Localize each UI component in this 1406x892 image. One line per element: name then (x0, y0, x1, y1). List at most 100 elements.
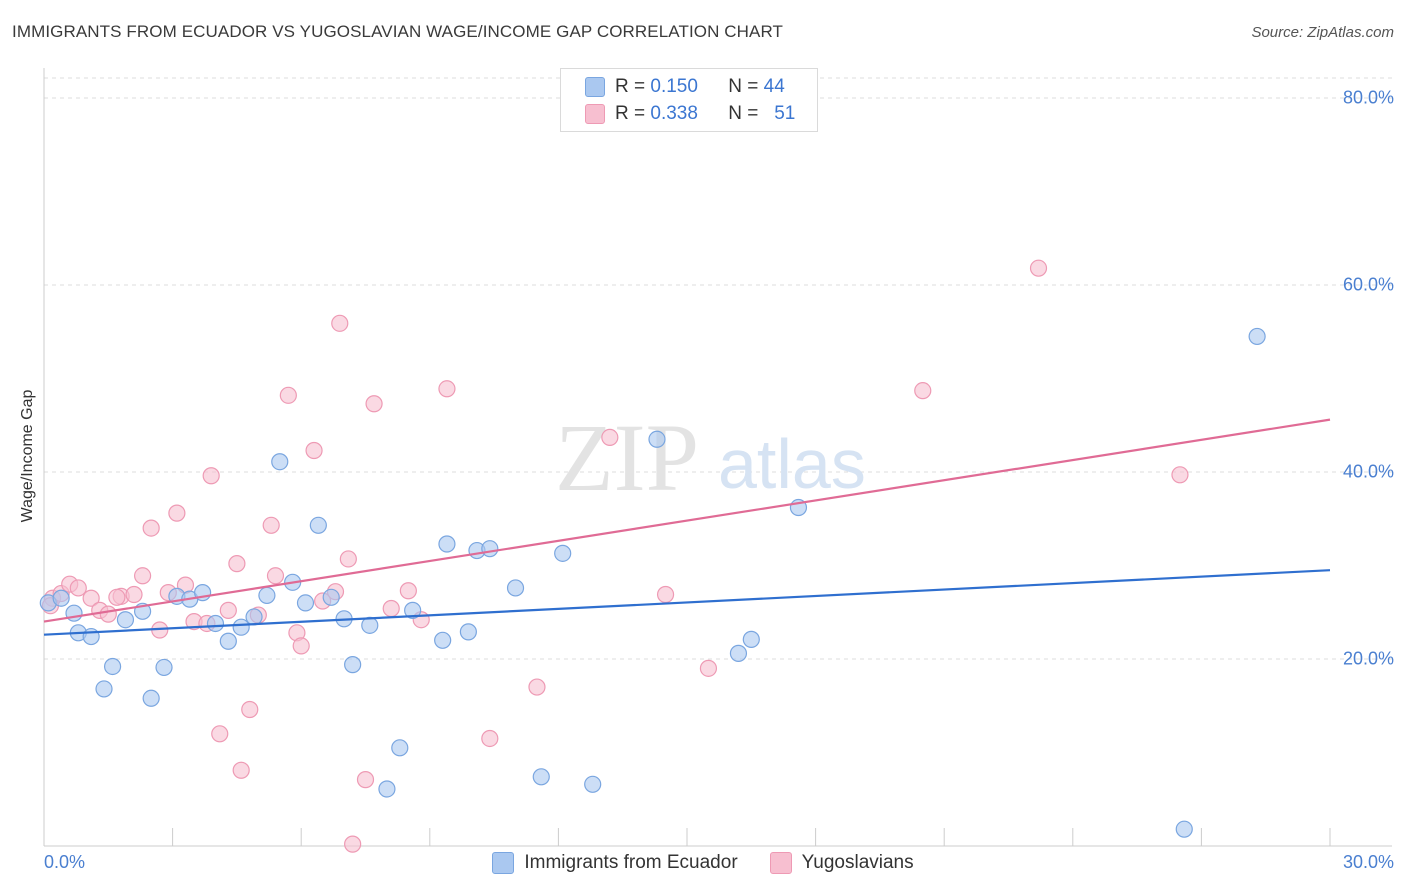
point-yugoslavians (82, 589, 100, 607)
point-ecuador (361, 616, 379, 634)
point-yugoslavians (202, 467, 220, 485)
point-ecuador (52, 589, 70, 607)
watermark-zip: ZIP (555, 404, 699, 511)
legend-n-label: N = (728, 76, 759, 97)
series-label-ecuador: Immigrants from Ecuador (524, 852, 738, 873)
point-yugoslavians (1171, 466, 1189, 484)
point-ecuador (584, 775, 602, 793)
trendline-ecuador (43, 569, 1331, 636)
y-tick-label: 20.0% (1342, 648, 1394, 669)
point-ecuador (742, 630, 760, 648)
point-ecuador (271, 453, 289, 471)
point-ecuador (309, 516, 327, 534)
point-yugoslavians (356, 771, 375, 789)
point-yugoslavians (339, 550, 357, 568)
legend-r-value: 0.150 (650, 76, 698, 97)
point-yugoslavians (266, 567, 285, 585)
legend-n-value: 51 (774, 103, 796, 124)
legend-n-label: N = (728, 103, 759, 124)
x-tick-label-min: 0.0% (44, 852, 86, 872)
point-yugoslavians (241, 700, 259, 719)
point-ecuador (378, 780, 396, 798)
point-ecuador (532, 768, 550, 786)
point-ecuador (344, 656, 362, 674)
point-ecuador (232, 618, 250, 636)
point-yugoslavians (528, 678, 546, 696)
series-swatch-ecuador (492, 852, 515, 874)
point-ecuador (438, 535, 456, 553)
point-yugoslavians (1029, 259, 1048, 277)
point-yugoslavians (228, 555, 246, 573)
correlation-legend: R = 0.150 N = 44 R = 0.338 N = 51 (560, 68, 818, 132)
point-yugoslavians (108, 588, 126, 606)
legend-r-label: R = (615, 76, 646, 97)
point-yugoslavians (656, 585, 675, 604)
point-yugoslavians (279, 386, 297, 404)
point-ecuador (554, 544, 572, 562)
y-tick-label: 60.0% (1342, 274, 1394, 295)
point-yugoslavians (125, 585, 143, 604)
point-yugoslavians (438, 380, 456, 398)
point-ecuador (219, 632, 237, 650)
point-ecuador (729, 644, 748, 662)
point-ecuador (322, 588, 340, 606)
legend-r-value: 0.338 (650, 103, 698, 124)
legend-n-value: 44 (763, 76, 785, 97)
y-tick-label: 80.0% (1342, 87, 1394, 108)
point-yugoslavians (399, 582, 417, 600)
point-ecuador (1175, 820, 1193, 838)
point-ecuador (459, 623, 477, 641)
point-ecuador (103, 657, 122, 676)
legend-row-ecuador: R = 0.150 N = 44 (585, 75, 785, 99)
point-yugoslavians (344, 835, 362, 853)
point-yugoslavians (262, 516, 280, 534)
point-yugoslavians (382, 599, 400, 618)
point-ecuador (391, 739, 409, 757)
chart-title: IMMIGRANTS FROM ECUADOR VS YUGOSLAVIAN W… (12, 22, 784, 41)
series-legend-ecuador: Immigrants from Ecuador (492, 852, 738, 874)
point-yugoslavians (142, 519, 160, 537)
series-label-yugoslavians: Yugoslavians (801, 852, 914, 873)
point-yugoslavians (699, 659, 718, 677)
point-yugoslavians (481, 729, 499, 748)
point-yugoslavians (219, 601, 237, 619)
point-ecuador (1248, 327, 1266, 346)
point-yugoslavians (601, 428, 619, 447)
point-ecuador (116, 611, 135, 629)
point-yugoslavians (232, 761, 250, 779)
point-yugoslavians (305, 441, 323, 460)
legend-swatch-yugoslavians (585, 104, 605, 124)
x-tick-label-max: 30.0% (1342, 852, 1394, 872)
legend-swatch-ecuador (585, 77, 605, 97)
point-yugoslavians (211, 725, 229, 743)
legend-row-yugoslavians: R = 0.338 N = 51 (585, 102, 795, 126)
point-ecuador (481, 540, 499, 558)
point-yugoslavians (99, 605, 117, 623)
point-ecuador (206, 614, 225, 633)
source-label: Source: ZipAtlas.com (1251, 24, 1394, 41)
watermark-atlas: atlas (718, 425, 866, 503)
point-yugoslavians (331, 314, 349, 332)
point-yugoslavians (168, 504, 186, 522)
series-legend: Immigrants from Ecuador Yugoslavians (0, 852, 1406, 874)
point-yugoslavians (914, 382, 932, 400)
legend-r-label: R = (615, 103, 646, 124)
point-ecuador (245, 608, 263, 626)
trendline-yugoslavians (43, 418, 1331, 623)
point-ecuador (155, 658, 173, 677)
point-yugoslavians (133, 567, 152, 585)
point-ecuador (142, 689, 160, 707)
point-ecuador (404, 601, 422, 619)
y-tick-label: 40.0% (1342, 461, 1394, 482)
point-yugoslavians (69, 579, 87, 597)
series-swatch-yugoslavians (769, 852, 792, 874)
point-ecuador (648, 430, 666, 448)
point-ecuador (258, 586, 276, 605)
point-ecuador (95, 680, 113, 698)
series-legend-yugoslavians: Yugoslavians (769, 852, 914, 874)
point-ecuador (296, 594, 315, 612)
point-yugoslavians (365, 395, 383, 413)
point-ecuador (434, 631, 452, 649)
point-ecuador (506, 579, 525, 597)
